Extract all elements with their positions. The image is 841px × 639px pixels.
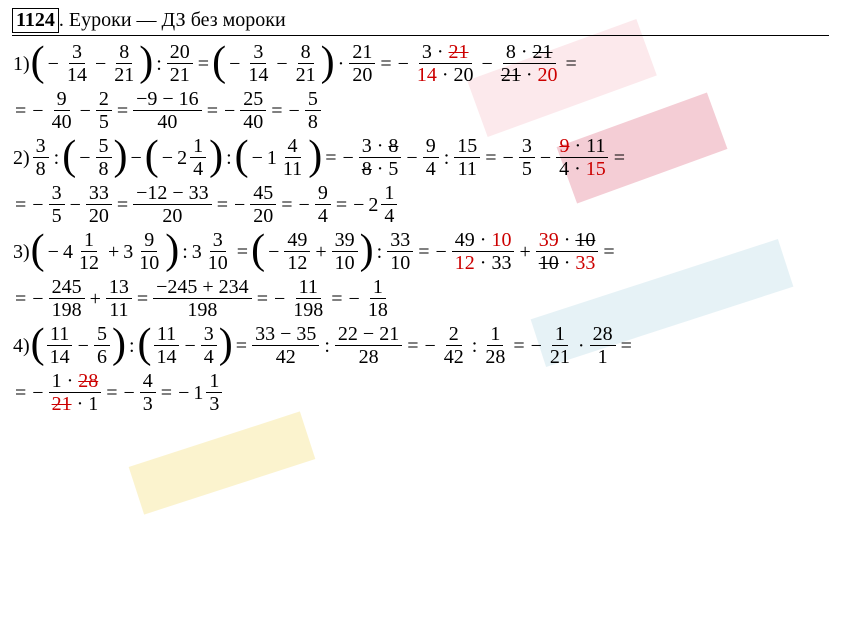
eq-3-line-2: =−245198+1311=−245 + 234198=−11198=−118 bbox=[12, 277, 829, 320]
eq-4-line-1: 4) (1114−56):(1114−34)=33 − 3542:22 − 21… bbox=[12, 324, 829, 367]
eq-1-line-2: =−940−25=−9 − 1640=−2540=−58 bbox=[12, 89, 829, 132]
eq-2-line-2: =−35−3320=−12 − 3320=−4520=−94=−214 bbox=[12, 183, 829, 226]
eq-1-line-1: 1) (−314−821):2021=(−314−821)·2120=−3 · … bbox=[12, 42, 829, 85]
eq-4-line-2: =−1 · 2821 · 1=−43=−113 bbox=[12, 371, 829, 414]
problem-number: 1124 bbox=[12, 8, 59, 33]
eq-3-line-1: 3) (−4112+3910):3310=(−4912+3910):3310=−… bbox=[12, 230, 829, 273]
title-row: 1124. Еуроки — ДЗ без мороки bbox=[12, 8, 829, 36]
title-text: . Еуроки — ДЗ без мороки bbox=[59, 9, 286, 31]
document-content: 1124. Еуроки — ДЗ без мороки 1) (−314−82… bbox=[12, 8, 829, 414]
eq-2-line-1: 2) 38:(−58)−(−214):(−1411)=−3 · 88 · 5−9… bbox=[12, 136, 829, 179]
